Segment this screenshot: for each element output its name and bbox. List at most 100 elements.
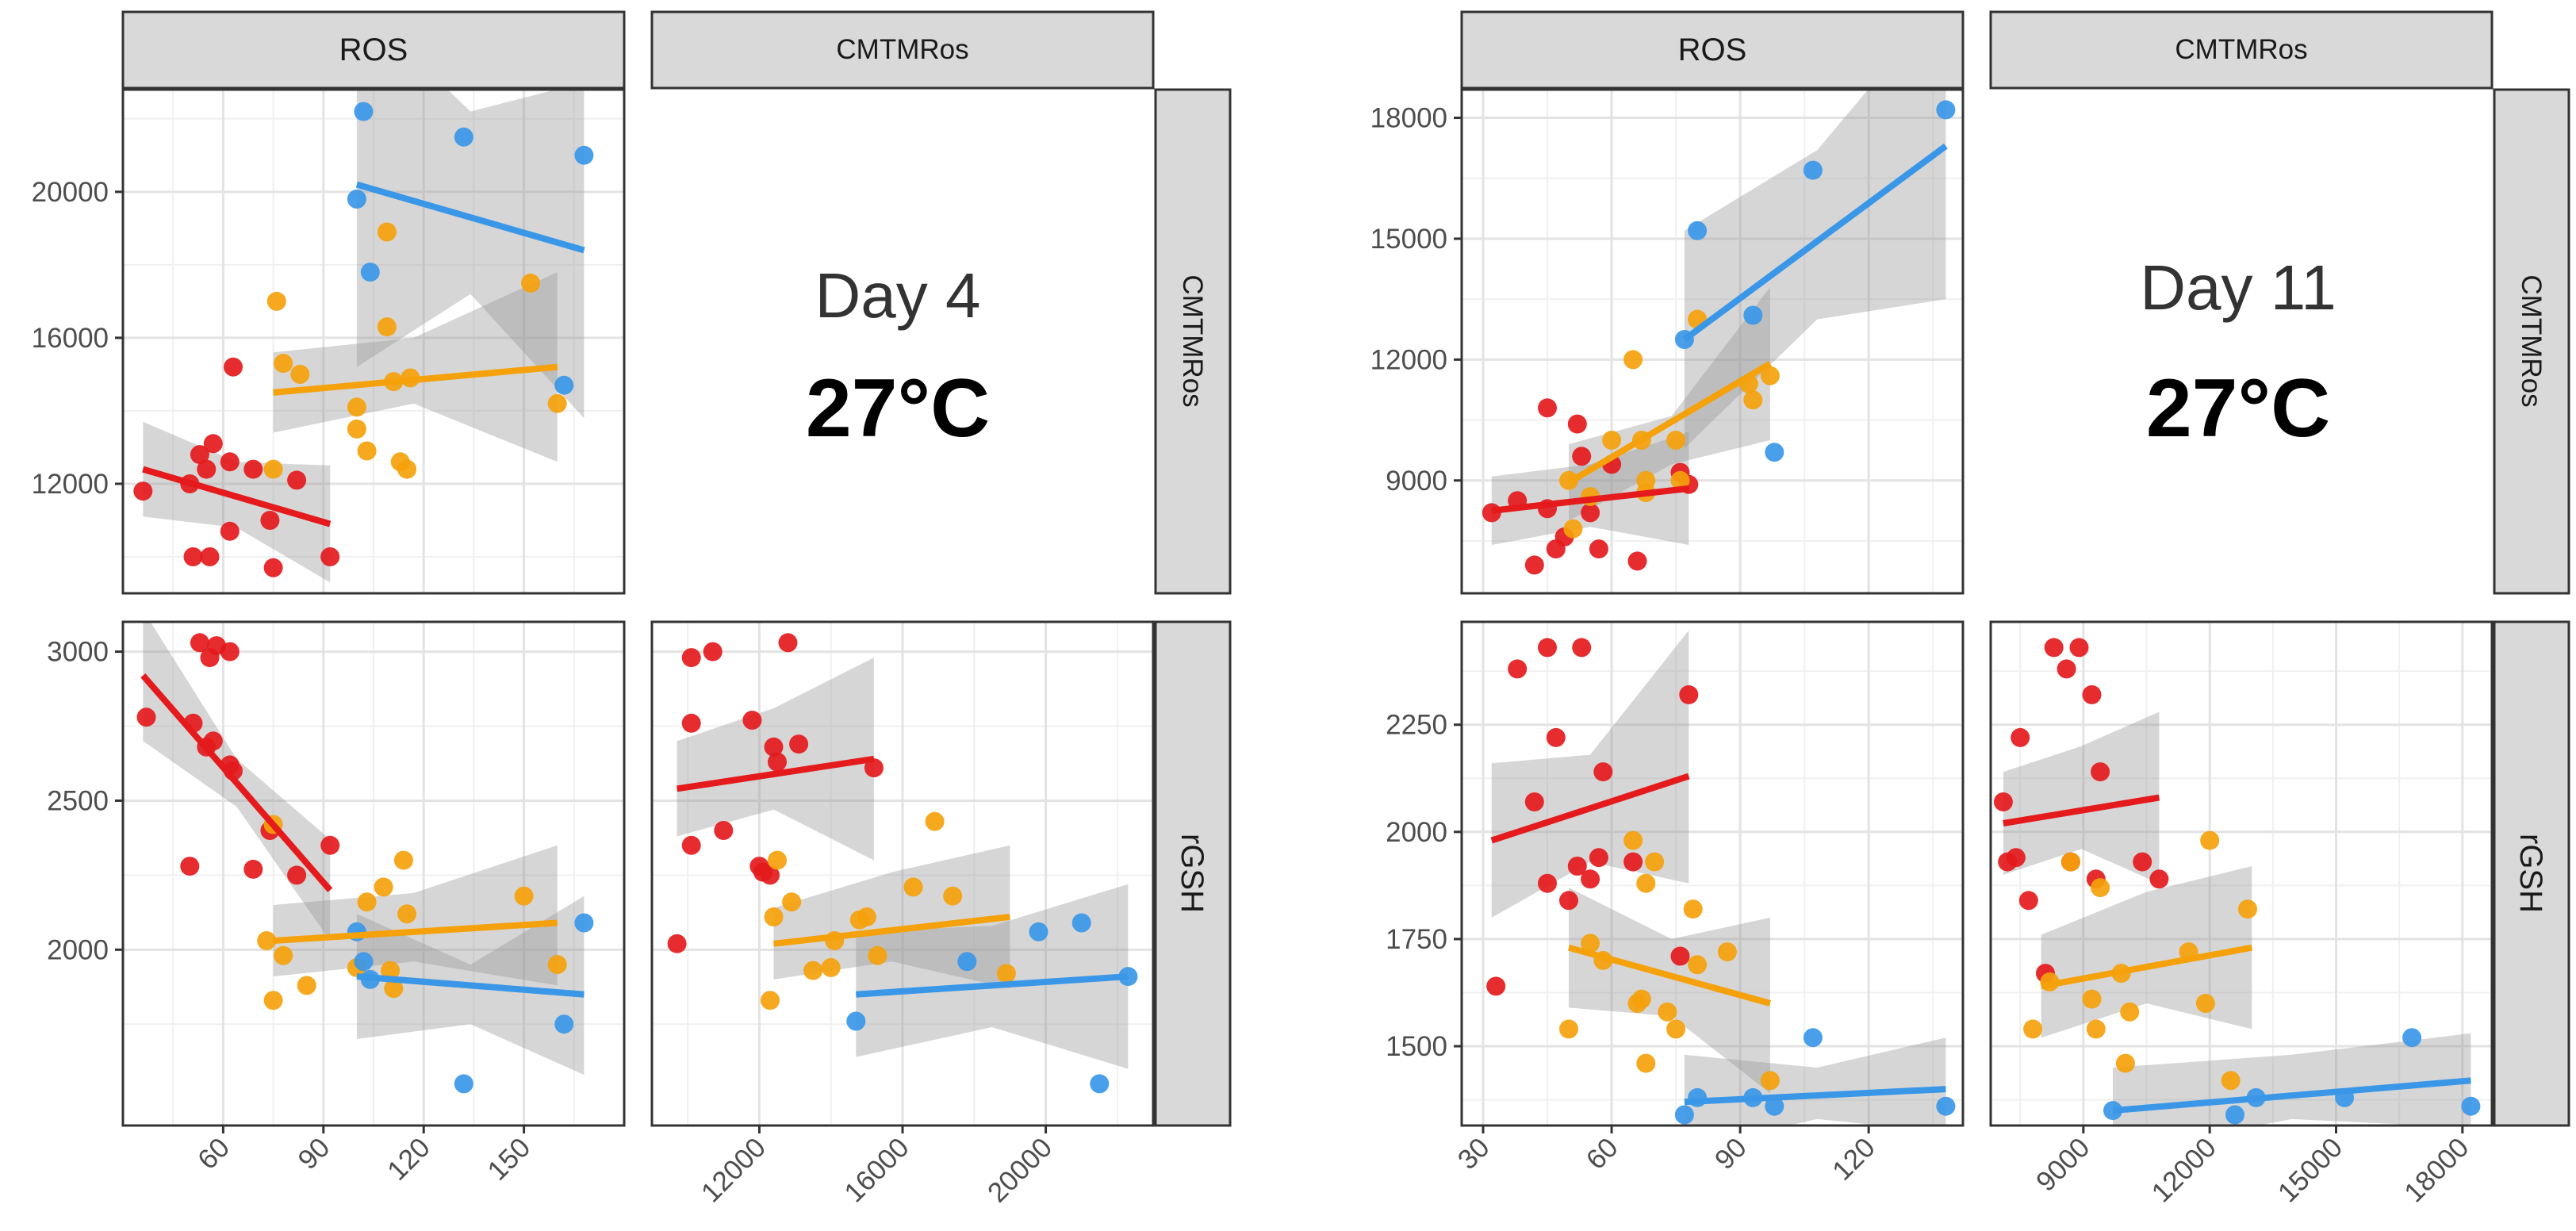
point-orange bbox=[821, 957, 841, 977]
point-red bbox=[1508, 659, 1528, 679]
point-orange bbox=[1636, 1053, 1656, 1073]
fit-line-blue bbox=[1684, 1086, 1946, 1106]
point-red bbox=[190, 445, 209, 465]
y-tick-label: 18000 bbox=[1370, 103, 1447, 134]
point-red bbox=[714, 821, 734, 840]
point-orange bbox=[1563, 519, 1583, 539]
point-blue bbox=[1071, 913, 1091, 933]
point-red bbox=[1486, 976, 1506, 996]
x-tick-label: 120 bbox=[381, 1132, 436, 1187]
point-orange bbox=[347, 419, 366, 439]
strip-row-rgsh-day4 bbox=[1154, 620, 1232, 1127]
point-red bbox=[681, 713, 701, 733]
y-tick-label: 1750 bbox=[1386, 924, 1447, 955]
strip-col-cmtmros-day4 bbox=[650, 10, 1155, 90]
point-red bbox=[200, 547, 220, 566]
fit-line-red bbox=[1490, 773, 1690, 844]
point-blue bbox=[1765, 443, 1784, 462]
point-red bbox=[1572, 447, 1592, 466]
x-tick-label: 60 bbox=[1581, 1132, 1624, 1175]
point-red bbox=[742, 711, 762, 730]
point-red bbox=[287, 865, 307, 885]
x-tick-label: 90 bbox=[1709, 1132, 1753, 1175]
point-red bbox=[768, 752, 787, 772]
plot-area bbox=[1993, 638, 2481, 1126]
point-orange bbox=[2115, 1053, 2135, 1073]
point-orange bbox=[266, 291, 286, 311]
y-tick-label: 1500 bbox=[1386, 1031, 1447, 1062]
point-red bbox=[1572, 638, 1592, 658]
confidence-band-red bbox=[143, 421, 331, 583]
point-orange bbox=[1760, 366, 1780, 385]
panel-background bbox=[1462, 622, 1963, 1126]
point-orange bbox=[782, 892, 802, 912]
confidence-band-orange bbox=[273, 272, 558, 462]
point-red bbox=[243, 459, 263, 479]
point-orange bbox=[1717, 942, 1737, 962]
point-blue bbox=[1674, 1105, 1694, 1125]
grid bbox=[1991, 622, 2492, 1126]
point-red bbox=[2082, 685, 2102, 704]
point-red bbox=[864, 758, 884, 778]
point-blue bbox=[554, 1014, 574, 1034]
point-orange bbox=[1631, 989, 1651, 1009]
y-tick-label: 16000 bbox=[32, 323, 109, 354]
fit-line-orange bbox=[273, 919, 558, 944]
point-red bbox=[2149, 869, 2169, 889]
point-red bbox=[1627, 551, 1647, 571]
point-orange bbox=[1636, 873, 1656, 893]
point-orange bbox=[803, 961, 823, 980]
panel-day4-cmtmros_vs_rgsh: 12000 16000 20000 bbox=[650, 620, 1155, 1208]
strip-row-rgsh-label: rGSH bbox=[1175, 834, 1209, 913]
panel-border bbox=[1989, 620, 2494, 1127]
y-tick-label: 12000 bbox=[32, 469, 109, 500]
point-orange bbox=[943, 886, 963, 906]
point-blue bbox=[1803, 1028, 1823, 1048]
point-orange bbox=[868, 945, 887, 965]
confidence-band-red bbox=[2003, 711, 2160, 884]
confidence-band-blue bbox=[1684, 90, 1946, 449]
point-blue bbox=[1743, 305, 1763, 325]
point-blue bbox=[846, 1011, 866, 1031]
point-red bbox=[203, 434, 223, 454]
point-blue bbox=[347, 190, 366, 209]
strip-row-cmtmros-day4 bbox=[1154, 88, 1232, 595]
point-orange bbox=[1581, 934, 1600, 953]
plot-area bbox=[133, 90, 594, 583]
point-orange bbox=[257, 931, 277, 950]
point-orange bbox=[768, 850, 787, 870]
x-tick-label: 9000 bbox=[2030, 1132, 2096, 1198]
y-tick-label: 9000 bbox=[1386, 466, 1447, 497]
point-red bbox=[183, 547, 203, 566]
point-red bbox=[1679, 685, 1699, 704]
point-red bbox=[1559, 891, 1578, 911]
point-orange bbox=[397, 904, 417, 924]
point-blue bbox=[2402, 1028, 2422, 1048]
point-red bbox=[1546, 727, 1566, 747]
point-red bbox=[197, 459, 217, 479]
point-orange bbox=[2023, 1019, 2043, 1039]
point-orange bbox=[1760, 1071, 1780, 1091]
point-red bbox=[2018, 891, 2038, 911]
point-orange bbox=[263, 991, 283, 1010]
point-red bbox=[1623, 852, 1643, 872]
y-tick-label: 3000 bbox=[47, 637, 109, 668]
grid bbox=[1462, 622, 1963, 1126]
x-tick-label: 12000 bbox=[696, 1132, 772, 1208]
point-orange bbox=[547, 955, 567, 975]
point-red bbox=[1589, 848, 1608, 868]
point-red bbox=[180, 857, 200, 876]
panel-day11-cmtmros_vs_rgsh: 9000 12000 15000 18000 bbox=[1989, 620, 2494, 1208]
x-tick-label: 20000 bbox=[982, 1132, 1058, 1208]
point-orange bbox=[2091, 878, 2110, 898]
point-red bbox=[1524, 555, 1544, 575]
point-red bbox=[1589, 539, 1608, 559]
strip-row-rgsh-day11 bbox=[2493, 620, 2570, 1127]
confidence-band-blue bbox=[356, 90, 585, 419]
grid bbox=[123, 622, 624, 1126]
panel-day4-ros_vs_cmtmros: 12000 16000 20000 bbox=[32, 88, 626, 595]
point-orange bbox=[996, 964, 1016, 984]
point-orange bbox=[1645, 852, 1665, 872]
plot-area bbox=[667, 633, 1138, 1094]
panel-border bbox=[121, 620, 626, 1127]
